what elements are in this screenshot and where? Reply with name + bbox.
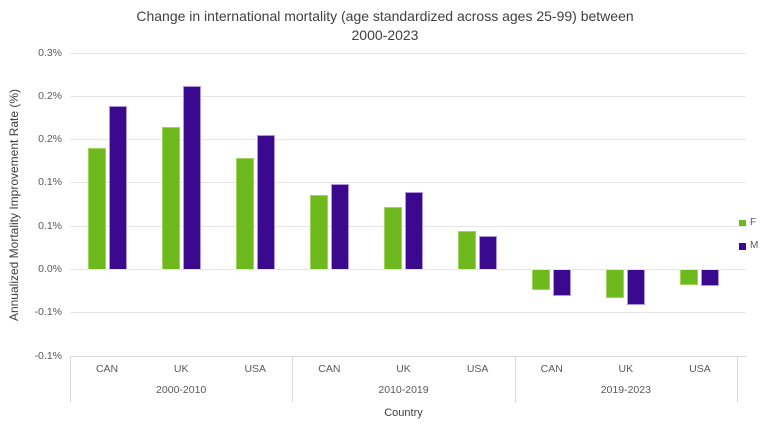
x-axis-title: Country — [384, 407, 423, 419]
bar-m-can — [330, 183, 349, 270]
x-category-label: CAN — [95, 363, 119, 375]
x-category-label: USA — [689, 363, 711, 375]
legend-swatch-m — [739, 242, 746, 250]
bar-m-usa — [256, 135, 275, 270]
y-gridline — [70, 355, 746, 357]
x-category-label: UK — [396, 363, 411, 375]
x-period-label: 2010-2019 — [378, 384, 429, 396]
bar-f-can — [532, 270, 551, 291]
bar-m-usa — [701, 270, 720, 286]
axis-group-separator — [292, 356, 294, 402]
y-gridline — [70, 52, 746, 54]
y-tick-label: 0.3% — [38, 46, 62, 59]
axis-group-separator — [514, 356, 516, 402]
x-category-label: USA — [244, 363, 267, 375]
x-category-label: UK — [173, 363, 189, 375]
y-tick-label: 0.1% — [38, 176, 62, 189]
axis-group-separator — [70, 356, 71, 402]
bar-f-can — [309, 194, 328, 270]
x-category-label: UK — [618, 363, 634, 375]
y-tick-label: 0.2% — [38, 133, 62, 146]
chart-title-line1: Change in international mortality (age s… — [136, 8, 634, 24]
x-category-label: USA — [466, 363, 489, 375]
bar-f-can — [87, 148, 106, 270]
y-tick-label: -0.1% — [34, 306, 62, 319]
bar-m-uk — [405, 191, 423, 270]
axis-group-separator — [737, 356, 738, 402]
y-tick-label: 0.1% — [38, 219, 62, 232]
x-category-label: CAN — [540, 363, 563, 375]
bar-m-uk — [627, 270, 646, 306]
chart-title: Change in international mortality (age s… — [0, 7, 770, 45]
y-gridline — [70, 312, 746, 314]
legend-label-m: M — [750, 240, 759, 251]
bar-f-usa — [680, 270, 699, 286]
legend-swatch-f — [739, 219, 746, 227]
y-gridline — [70, 182, 746, 184]
x-period-label: 2019-2023 — [600, 384, 651, 396]
bar-f-uk — [161, 126, 180, 270]
legend-item-m: M — [739, 239, 758, 253]
bar-f-uk — [384, 207, 402, 270]
bar-m-can — [108, 105, 127, 270]
y-gridline — [70, 268, 746, 270]
y-gridline — [70, 139, 746, 141]
legend-item-f: F — [739, 216, 758, 230]
bar-m-usa — [479, 235, 498, 270]
legend-label-f: F — [750, 217, 757, 228]
bar-f-uk — [606, 270, 625, 299]
x-category-label: CAN — [318, 363, 341, 375]
bar-f-usa — [235, 157, 254, 270]
bar-f-usa — [458, 231, 477, 270]
x-period-label: 2000-2010 — [156, 384, 207, 396]
y-tick-label: 0.0% — [38, 262, 62, 275]
bar-m-can — [553, 270, 572, 296]
y-tick-label: 0.2% — [38, 89, 62, 102]
y-tick-label: -0.1% — [34, 349, 62, 362]
bar-m-uk — [182, 85, 201, 270]
y-gridline — [70, 95, 746, 97]
chart-title-line2: 2000-2023 — [351, 27, 419, 43]
